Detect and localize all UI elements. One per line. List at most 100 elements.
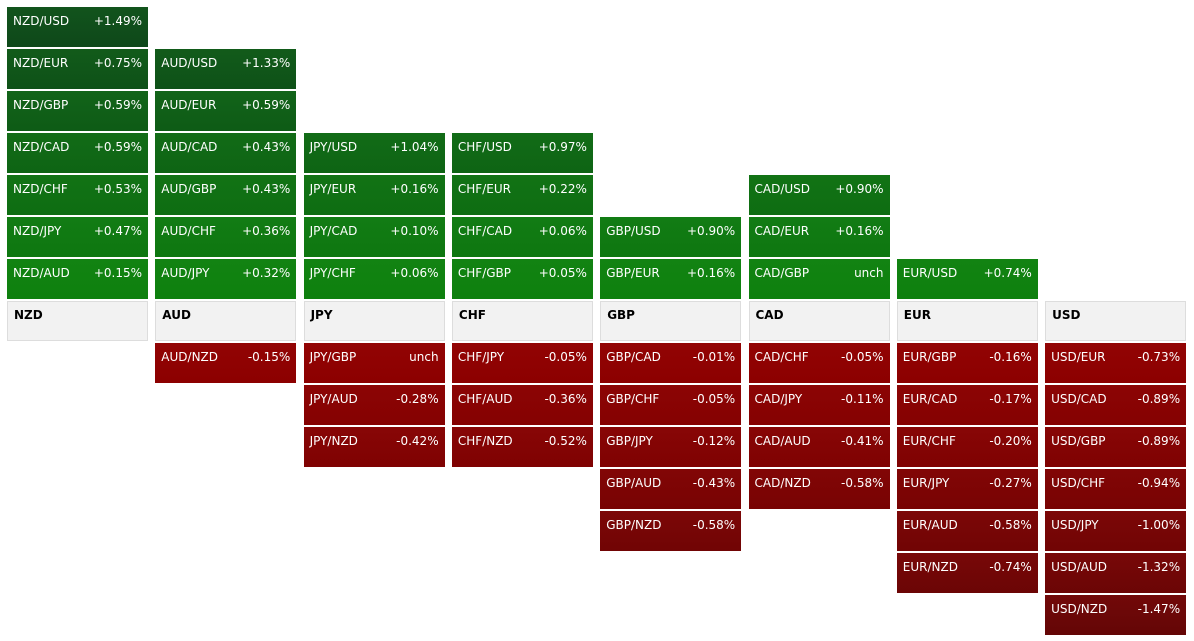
pair-name: USD/NZD (1051, 602, 1108, 616)
change-value: +0.06% (390, 266, 439, 280)
pair-name: NZD/EUR (13, 56, 69, 70)
change-value: -0.41% (841, 434, 884, 448)
gainer-cell: NZD/CHF +0.53% (7, 175, 148, 215)
loser-cell: USD/CAD -0.89% (1045, 385, 1187, 425)
pair-name: CHF/USD (457, 140, 512, 154)
loser-cell: GBP/JPY -0.12% (600, 427, 742, 467)
pair-name: JPY/CAD (309, 224, 358, 238)
change-value: +0.53% (93, 182, 142, 196)
gainer-cell: CAD/USD +0.90% (748, 175, 890, 215)
gainer-cell: NZD/CAD +0.59% (7, 133, 148, 173)
gainer-cell: AUD/USD +1.33% (155, 49, 297, 89)
change-value: +0.75% (93, 56, 142, 70)
change-value: +0.59% (93, 140, 142, 154)
loser-cell: JPY/GBP unch (303, 343, 445, 383)
change-value: -0.74% (989, 560, 1032, 574)
change-value: -1.00% (1137, 518, 1181, 532)
loser-cell: EUR/GBP -0.16% (896, 343, 1038, 383)
change-value: +0.43% (242, 182, 291, 196)
change-value: +0.59% (93, 98, 142, 112)
change-value: -0.11% (841, 392, 884, 406)
gainer-cell: NZD/AUD +0.15% (7, 259, 148, 299)
gainer-cell: GBP/EUR +0.16% (600, 259, 742, 299)
change-value: +1.49% (93, 14, 142, 28)
gainer-cell: AUD/CHF +0.36% (155, 217, 297, 257)
pair-name: AUD/JPY (161, 266, 210, 280)
pair-name: CHF/GBP (457, 266, 512, 280)
change-value: -0.20% (989, 434, 1032, 448)
currency-label: EUR (903, 308, 931, 322)
change-value: +0.22% (538, 182, 587, 196)
currency-label: USD (1052, 308, 1081, 322)
loser-cell: EUR/JPY -0.27% (896, 469, 1038, 509)
pair-name: USD/JPY (1051, 518, 1099, 532)
loser-cell: CAD/AUD -0.41% (748, 427, 890, 467)
change-value: -0.01% (692, 350, 736, 364)
pair-name: NZD/CHF (13, 182, 68, 196)
pair-name: GBP/JPY (606, 434, 653, 448)
change-value: -0.36% (544, 392, 587, 406)
loser-cell: GBP/CAD -0.01% (600, 343, 742, 383)
gainer-cell: JPY/EUR +0.16% (303, 175, 445, 215)
loser-cell: EUR/NZD -0.74% (896, 553, 1038, 593)
pair-name: GBP/EUR (606, 266, 660, 280)
pair-name: JPY/NZD (309, 434, 358, 448)
currency-header: USD (1045, 301, 1187, 341)
loser-cell: GBP/NZD -0.58% (600, 511, 742, 551)
pair-name: AUD/CAD (161, 140, 218, 154)
currency-header: CAD (748, 301, 890, 341)
pair-name: CHF/EUR (457, 182, 511, 196)
loser-cell: CHF/NZD -0.52% (451, 427, 593, 467)
currency-label: NZD (14, 308, 43, 322)
loser-cell: GBP/AUD -0.43% (600, 469, 742, 509)
pair-name: EUR/USD (902, 266, 958, 280)
loser-cell: CHF/JPY -0.05% (451, 343, 593, 383)
pair-name: GBP/NZD (606, 518, 662, 532)
loser-cell: USD/EUR -0.73% (1045, 343, 1187, 383)
loser-cell: EUR/CHF -0.20% (896, 427, 1038, 467)
gainer-cell: AUD/GBP +0.43% (155, 175, 297, 215)
change-value: +0.59% (242, 98, 291, 112)
pair-name: GBP/CAD (606, 350, 661, 364)
pair-name: USD/EUR (1051, 350, 1106, 364)
change-value: +0.47% (93, 224, 142, 238)
pair-name: CAD/NZD (754, 476, 811, 490)
currency-header: GBP (600, 301, 742, 341)
change-value: +0.16% (835, 224, 884, 238)
change-value: +0.32% (242, 266, 291, 280)
change-value: -0.05% (841, 350, 884, 364)
currency-header: AUD (155, 301, 297, 341)
change-value: +0.36% (242, 224, 291, 238)
pair-name: CHF/NZD (457, 434, 513, 448)
loser-cell: CAD/CHF -0.05% (748, 343, 890, 383)
change-value: +0.97% (538, 140, 587, 154)
pair-name: JPY/GBP (309, 350, 357, 364)
change-value: -0.52% (544, 434, 587, 448)
pair-name: EUR/CHF (902, 434, 956, 448)
change-value: -0.27% (989, 476, 1032, 490)
change-value: -0.05% (692, 392, 736, 406)
loser-cell: USD/NZD -1.47% (1045, 595, 1187, 635)
gainer-cell: CHF/USD +0.97% (451, 133, 593, 173)
pair-name: JPY/CHF (309, 266, 356, 280)
loser-cell: GBP/CHF -0.05% (600, 385, 742, 425)
change-value: +0.16% (687, 266, 736, 280)
loser-cell: CAD/NZD -0.58% (748, 469, 890, 509)
change-value: -0.94% (1137, 476, 1181, 490)
pair-name: EUR/NZD (902, 560, 958, 574)
currency-label: AUD (162, 308, 191, 322)
change-value: +0.15% (93, 266, 142, 280)
change-value: -0.16% (989, 350, 1032, 364)
gainer-cell: EUR/USD +0.74% (896, 259, 1038, 299)
gainer-cell: NZD/JPY +0.47% (7, 217, 148, 257)
change-value: unch (409, 350, 439, 364)
pair-name: CAD/CHF (754, 350, 809, 364)
pair-name: JPY/AUD (309, 392, 358, 406)
change-value: +0.10% (390, 224, 439, 238)
loser-cell: EUR/AUD -0.58% (896, 511, 1038, 551)
pair-name: NZD/CAD (13, 140, 70, 154)
gainer-cell: JPY/USD +1.04% (303, 133, 445, 173)
gainer-cell: CAD/GBP unch (748, 259, 890, 299)
loser-cell: JPY/AUD -0.28% (303, 385, 445, 425)
